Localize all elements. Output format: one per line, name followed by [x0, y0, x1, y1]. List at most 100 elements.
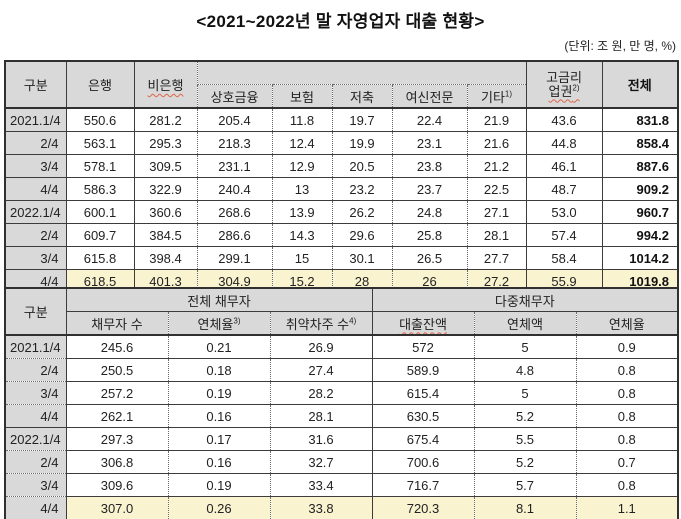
data-cell: 218.3	[196, 131, 272, 155]
high-rate-label: 고금리 업권2)	[546, 69, 582, 99]
column-header-credit-finance: 여신전문	[391, 84, 467, 108]
data-cell: 27.4	[269, 358, 372, 382]
column-header-debtor-count: 채무자 수	[65, 311, 168, 335]
data-cell: 20.5	[331, 154, 392, 178]
data-cell: 8.1	[473, 496, 576, 519]
data-cell: 28.1	[466, 223, 527, 247]
column-group-all-debtors: 전체 채무자	[65, 287, 372, 312]
data-cell: 29.6	[331, 223, 392, 247]
table-row: 3/4 578.1 309.5 231.1 12.9 20.5 23.8 21.2 46.1 88…	[4, 154, 679, 178]
column-header-gubun: 구분	[4, 60, 66, 108]
data-cell: 0.16	[167, 450, 270, 474]
data-cell: 720.3	[371, 496, 474, 519]
row-period: 2022.1/4	[4, 427, 66, 451]
column-header-bank: 은행	[65, 60, 134, 108]
column-header-savings: 저축	[331, 84, 392, 108]
footnote-1-marker: 1)	[504, 89, 513, 99]
data-cell: 21.2	[466, 154, 527, 178]
table-row: 2021.1/4 245.6 0.21 26.9 572 5 0.9	[4, 334, 679, 359]
data-cell: 23.2	[331, 177, 392, 201]
data-cell: 0.26	[167, 496, 270, 519]
data-cell: 58.4	[525, 246, 603, 270]
table-row: 4/4 307.0 0.26 33.8 720.3 8.1 1.1	[4, 496, 679, 519]
total-cell: 994.2	[601, 223, 679, 247]
data-cell: 53.0	[525, 200, 603, 224]
data-cell: 589.9	[371, 358, 474, 382]
data-cell: 0.16	[167, 404, 270, 428]
data-cell: 398.4	[133, 246, 197, 270]
data-cell: 0.19	[167, 381, 270, 405]
data-cell: 12.4	[271, 131, 332, 155]
data-cell: 322.9	[133, 177, 197, 201]
column-header-insurance: 보험	[271, 84, 332, 108]
data-cell: 14.3	[271, 223, 332, 247]
table-row: 2022.1/4 297.3 0.17 31.6 675.4 5.5 0.8	[4, 427, 679, 451]
data-cell: 384.5	[133, 223, 197, 247]
data-cell: 46.1	[525, 154, 603, 178]
total-cell: 909.2	[601, 177, 679, 201]
data-cell: 23.1	[391, 131, 467, 155]
data-cell: 5	[473, 381, 576, 405]
column-header-overdue-rate: 연체율	[575, 311, 679, 335]
data-cell: 48.7	[525, 177, 603, 201]
table-row: 3/4 615.8 398.4 299.1 15 30.1 26.5 27.7 58.4 1014…	[4, 246, 679, 270]
unit-note: (단위: 조 원, 만 명, %)	[564, 39, 676, 53]
nonbank-subgroup-spacer	[196, 60, 527, 85]
total-cell: 887.6	[601, 154, 679, 178]
data-cell: 23.8	[391, 154, 467, 178]
data-cell: 19.7	[331, 107, 392, 132]
data-cell: 22.4	[391, 107, 467, 132]
data-cell: 22.5	[466, 177, 527, 201]
data-cell: 609.7	[65, 223, 134, 247]
data-cell: 27.1	[466, 200, 527, 224]
row-period: 3/4	[4, 473, 66, 497]
column-header-etc: 기타1)	[466, 84, 527, 108]
data-cell: 0.17	[167, 427, 270, 451]
data-cell: 309.6	[65, 473, 168, 497]
data-cell: 4.8	[473, 358, 576, 382]
data-cell: 5.5	[473, 427, 576, 451]
data-cell: 19.9	[331, 131, 392, 155]
table-row: 4/4 586.3 322.9 240.4 13 23.2 23.7 22.5 48.7 909.…	[4, 177, 679, 201]
data-cell: 716.7	[371, 473, 474, 497]
data-cell: 297.3	[65, 427, 168, 451]
data-cell: 586.3	[65, 177, 134, 201]
table-row: 4/4 262.1 0.16 28.1 630.5 5.2 0.8	[4, 404, 679, 428]
data-cell: 27.7	[466, 246, 527, 270]
data-cell: 5.2	[473, 404, 576, 428]
data-cell: 250.5	[65, 358, 168, 382]
data-cell: 0.21	[167, 334, 270, 359]
data-cell: 0.19	[167, 473, 270, 497]
data-cell: 57.4	[525, 223, 603, 247]
table-row: 2/4 306.8 0.16 32.7 700.6 5.2 0.7	[4, 450, 679, 474]
column-header-gubun: 구분	[4, 287, 66, 335]
data-cell: 0.8	[575, 358, 679, 382]
column-header-loan-balance: 대출잔액	[371, 311, 474, 335]
data-cell: 5	[473, 334, 576, 359]
data-cell: 33.4	[269, 473, 372, 497]
data-cell: 0.9	[575, 334, 679, 359]
row-period: 4/4	[4, 496, 66, 519]
data-cell: 30.1	[331, 246, 392, 270]
data-cell: 5.7	[473, 473, 576, 497]
data-cell: 578.1	[65, 154, 134, 178]
data-cell: 24.8	[391, 200, 467, 224]
nonbank-label: 비은행	[147, 78, 184, 93]
data-cell: 245.6	[65, 334, 168, 359]
data-cell: 0.7	[575, 450, 679, 474]
column-header-delinquency-rate: 연체율3)	[167, 311, 270, 335]
data-cell: 44.8	[525, 131, 603, 155]
table-row: 2/4 609.7 384.5 286.6 14.3 29.6 25.8 28.1 57.4 99…	[4, 223, 679, 247]
row-period: 3/4	[4, 381, 66, 405]
data-cell: 306.8	[65, 450, 168, 474]
document-title: <2021~2022년 말 자영업자 대출 현황>	[196, 12, 485, 31]
table-row: 3/4 257.2 0.19 28.2 615.4 5 0.8	[4, 381, 679, 405]
data-cell: 550.6	[65, 107, 134, 132]
data-cell: 299.1	[196, 246, 272, 270]
data-cell: 615.8	[65, 246, 134, 270]
column-header-total: 전체	[601, 60, 679, 108]
data-cell: 0.8	[575, 381, 679, 405]
data-cell: 0.8	[575, 404, 679, 428]
column-group-multi-debtors: 다중채무자	[371, 287, 679, 312]
row-period: 2/4	[4, 450, 66, 474]
